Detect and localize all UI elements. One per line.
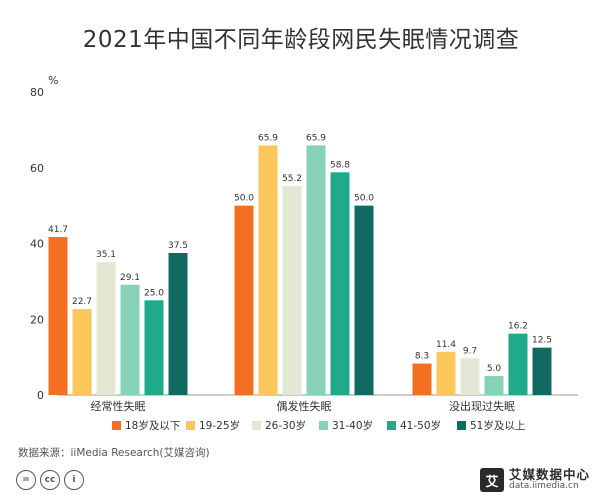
creative-commons-icon: cc (40, 470, 60, 490)
y-tick-label: 60 (30, 162, 44, 175)
legend-label: 18岁及以下 (125, 419, 180, 432)
bar-value-label: 25.0 (144, 288, 164, 298)
brand-mark-icon: 艾 (479, 468, 504, 492)
bar-0-4 (144, 300, 164, 395)
legend-swatch (252, 421, 261, 430)
x-category-label: 经常性失眠 (91, 399, 146, 413)
y-tick-label: 20 (30, 313, 44, 326)
bar-1-4 (330, 172, 350, 395)
bar-value-label: 12.5 (532, 336, 552, 346)
legend-label: 51岁及以上 (470, 419, 525, 432)
bar-value-label: 29.1 (120, 273, 140, 283)
bar-1-1 (258, 145, 278, 395)
bar-0-1 (72, 309, 92, 395)
bar-0-2 (96, 262, 116, 395)
bar-value-label: 11.4 (436, 340, 456, 350)
data-source: 数据来源：iiMedia Research(艾媒咨询) (18, 447, 210, 459)
bar-1-0 (234, 205, 254, 395)
chart-title: 2021年中国不同年龄段网民失眠情况调查 (82, 27, 520, 53)
legend-swatch (457, 421, 466, 430)
legend-label: 26-30岁 (265, 419, 306, 432)
brand-logo: 艾 艾媒数据中心 data.iimedia.cn (479, 467, 590, 492)
legend-swatch (112, 421, 121, 430)
legend-swatch (186, 421, 195, 430)
bar-value-label: 35.1 (96, 250, 116, 260)
bar-value-label: 37.5 (168, 241, 188, 251)
brand-url: data.iimedia.cn (508, 480, 579, 491)
x-category-label: 偶发性失眠 (277, 399, 332, 413)
legend-label: 41-50岁 (400, 419, 441, 432)
bar-value-label: 22.7 (72, 297, 92, 307)
x-category-label: 没出现过失眠 (449, 399, 515, 413)
bar-value-label: 5.0 (487, 364, 502, 374)
bar-value-label: 50.0 (354, 194, 374, 204)
y-tick-label: 0 (37, 389, 44, 402)
legend-label: 31-40岁 (332, 419, 373, 432)
bar-value-label: 8.3 (415, 352, 429, 362)
y-tick-label: 40 (30, 238, 44, 251)
bar-2-1 (436, 351, 456, 395)
no-derivatives-icon: = (16, 470, 36, 490)
license-icons: = cc i (16, 470, 84, 490)
bar-2-4 (508, 333, 528, 395)
bar-0-0 (48, 237, 68, 395)
bar-1-3 (306, 145, 326, 395)
bar-2-3 (484, 376, 504, 395)
bar-2-2 (460, 358, 480, 395)
bar-0-5 (168, 252, 188, 395)
bar-0-3 (120, 284, 140, 395)
legend-swatch (387, 421, 396, 430)
bar-value-label: 58.8 (330, 160, 350, 170)
bar-value-label: 50.0 (234, 194, 254, 204)
bar-value-label: 65.9 (258, 133, 278, 143)
bar-1-2 (282, 185, 302, 395)
attribution-icon: i (64, 470, 84, 490)
bar-2-5 (532, 347, 552, 395)
bar-value-label: 41.7 (48, 225, 68, 235)
bar-value-label: 9.7 (463, 346, 477, 356)
y-axis-unit: % (48, 74, 58, 87)
legend-swatch (319, 421, 328, 430)
bar-value-label: 55.2 (282, 174, 302, 184)
legend-label: 19-25岁 (199, 419, 240, 432)
bar-value-label: 65.9 (306, 133, 326, 143)
brand-name: 艾媒数据中心 (508, 467, 590, 483)
bar-2-0 (412, 363, 432, 395)
y-tick-label: 80 (30, 86, 44, 99)
bar-value-label: 16.2 (508, 322, 528, 332)
bar-1-5 (354, 205, 374, 395)
